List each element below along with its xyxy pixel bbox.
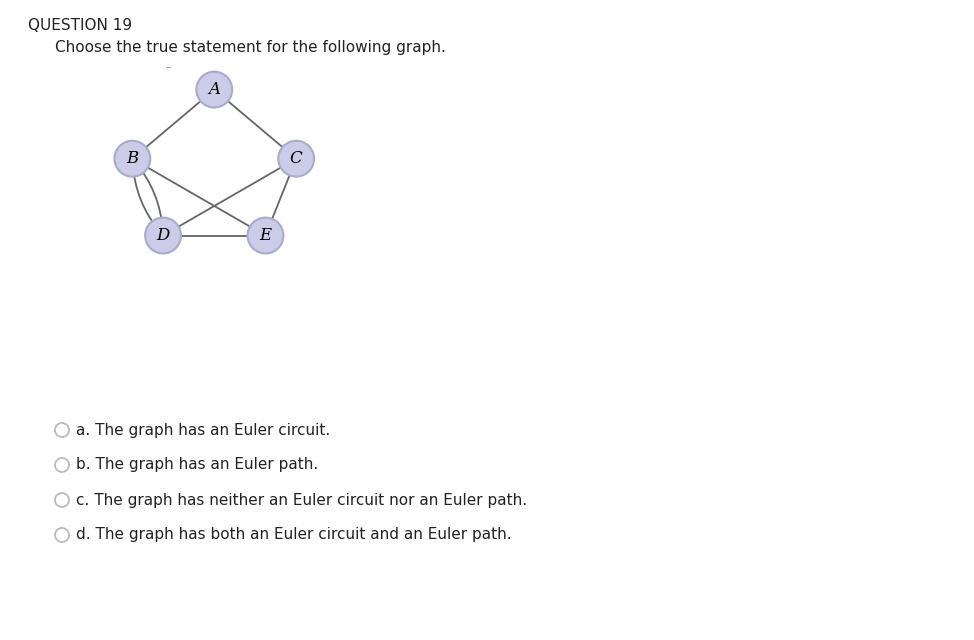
Circle shape	[55, 493, 69, 507]
Circle shape	[145, 218, 181, 253]
Text: b. The graph has an Euler path.: b. The graph has an Euler path.	[76, 458, 318, 472]
Text: A: A	[208, 81, 220, 98]
Text: a. The graph has an Euler circuit.: a. The graph has an Euler circuit.	[76, 422, 330, 438]
Text: E: E	[259, 227, 272, 244]
Text: c. The graph has neither an Euler circuit nor an Euler path.: c. The graph has neither an Euler circui…	[76, 493, 527, 508]
FancyArrowPatch shape	[132, 161, 162, 234]
Text: Choose the true statement for the following graph.: Choose the true statement for the follow…	[55, 40, 446, 55]
Circle shape	[197, 72, 232, 108]
Circle shape	[55, 423, 69, 437]
Circle shape	[55, 458, 69, 472]
Circle shape	[114, 141, 150, 177]
Circle shape	[279, 141, 315, 177]
Text: B: B	[127, 150, 138, 167]
Text: d. The graph has both an Euler circuit and an Euler path.: d. The graph has both an Euler circuit a…	[76, 527, 511, 543]
Text: –: –	[165, 62, 170, 72]
Circle shape	[247, 218, 283, 253]
Text: QUESTION 19: QUESTION 19	[28, 18, 132, 33]
Circle shape	[55, 528, 69, 542]
Text: C: C	[290, 150, 303, 167]
FancyArrowPatch shape	[134, 161, 163, 233]
Text: D: D	[157, 227, 169, 244]
